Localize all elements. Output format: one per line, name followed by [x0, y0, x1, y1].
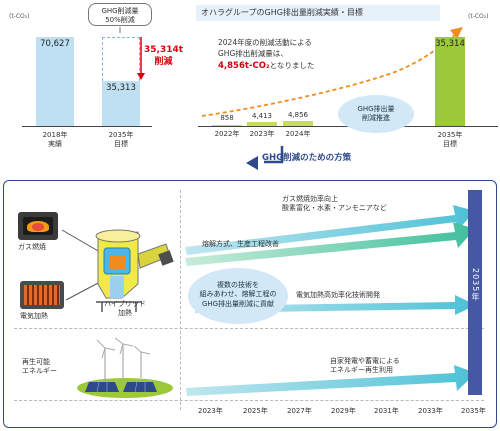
right-bar-2024: [283, 121, 313, 126]
left-bar-2018-xlabel: 2018年 実績: [42, 131, 68, 148]
arrow-process-improvement: [185, 222, 475, 266]
timeline-axis: [14, 400, 484, 401]
left-chart: (t-CO₂) 70,627 35,313 2018年 実績 2035年 目標 …: [0, 0, 183, 150]
note-line-3: 4,856t-CO₂となりました: [218, 60, 358, 72]
arrow-gas-efficiency: [185, 205, 475, 255]
right-bar-2023-xlabel: 2023年: [249, 130, 275, 138]
renewable-energy-icon: [77, 337, 173, 398]
arrow-label-gas-efficiency: ガス燃焼効率向上 酸素富化・水素・アンモニアなど: [282, 195, 387, 213]
left-bar-2035: [102, 81, 140, 126]
left-chart-unit: (t-CO₂): [9, 13, 30, 20]
synergy-bubble: 複数の技術を 組みあわせ、熔解工程の GHG排出量削減に貢献: [188, 268, 288, 324]
right-bar-2023-value: 4,413: [251, 112, 273, 120]
right-bar-2022-xlabel: 2022年: [214, 130, 240, 138]
left-bar-2035-ghost: [102, 37, 140, 81]
left-chart-baseline: [22, 126, 152, 127]
right-bar-2022: [212, 125, 242, 126]
arrow-label-renewable: 自家発電や蓄電による エネルギー再生利用: [330, 357, 400, 375]
right-bar-2022-value: 858: [220, 114, 234, 122]
reduction-amount: 35,314t 削減: [144, 45, 184, 67]
activity-note: 2024年度の削減活動による GHG排出削減量は、 4,856t-CO₂となりま…: [218, 38, 358, 80]
year-2033: 2033年: [418, 407, 443, 415]
target-2035-bar: 2035年: [468, 190, 482, 395]
year-2029: 2029年: [331, 407, 356, 415]
hybrid-furnace-icon: [61, 229, 174, 312]
electric-heater-icon: [20, 281, 64, 309]
renewable-label: 再生可能 エネルギー: [22, 358, 57, 376]
reduction-callout: GHG削減量 50%削減: [88, 3, 152, 26]
left-bar-2035-value: 35,313: [106, 83, 136, 93]
right-bar-2035: [435, 37, 465, 126]
right-chart: オハラグループのGHG排出量削減実績・目標 (t-CO₂) 858 4,413 …: [180, 0, 500, 150]
right-bar-2035-value: 35,314: [435, 39, 465, 49]
electric-heating-label: 電気加熱: [20, 312, 48, 320]
right-bar-2035-xlabel: 2035年 目標: [437, 131, 463, 148]
right-bar-2024-xlabel: 2024年: [285, 130, 311, 138]
year-2023: 2023年: [198, 407, 223, 415]
top-title: オハラグループのGHG排出量削減実績・目標: [196, 5, 440, 21]
panel-divider-vertical: [180, 190, 181, 410]
right-bar-2024-value: 4,856: [287, 111, 309, 119]
arrow-label-process: 熔解方式、生産工程改善: [202, 240, 279, 248]
note-line-2: GHG排出削減量は、: [218, 48, 288, 58]
panel-divider-horizontal: [14, 328, 484, 329]
gas-burner-icon: [18, 212, 58, 240]
right-chart-unit: (t-CO₂): [468, 13, 489, 20]
year-2031: 2031年: [374, 407, 399, 415]
target-2035-label: 2035年: [471, 268, 480, 302]
year-2027: 2027年: [287, 407, 312, 415]
right-bar-2023: [247, 122, 277, 126]
section-title: GHG削減のための方策: [262, 153, 352, 163]
year-2025: 2025年: [243, 407, 268, 415]
reduction-arrow: [119, 27, 145, 80]
gas-combustion-label: ガス燃焼: [18, 243, 46, 251]
left-bar-2035-xlabel: 2035年 目標: [108, 131, 134, 148]
arrow-renewable: [186, 365, 476, 396]
left-bar-2018-value: 70,627: [40, 39, 70, 49]
note-line-1: 2024年度の削減活動による: [218, 38, 312, 47]
note-highlight: 4,856t-CO₂: [218, 60, 270, 71]
note-tail: となりました: [269, 60, 315, 70]
section-title-arrow: [246, 146, 284, 170]
arrow-label-electric: 電気加熱高効率化技術開発: [296, 291, 380, 299]
trend-label-ellipse: GHG排出量 削減推進: [338, 95, 414, 133]
year-2035: 2035年: [461, 407, 486, 415]
left-bar-2018: [36, 37, 74, 126]
hybrid-heating-label: ハイブリッド 加熱: [104, 300, 146, 317]
